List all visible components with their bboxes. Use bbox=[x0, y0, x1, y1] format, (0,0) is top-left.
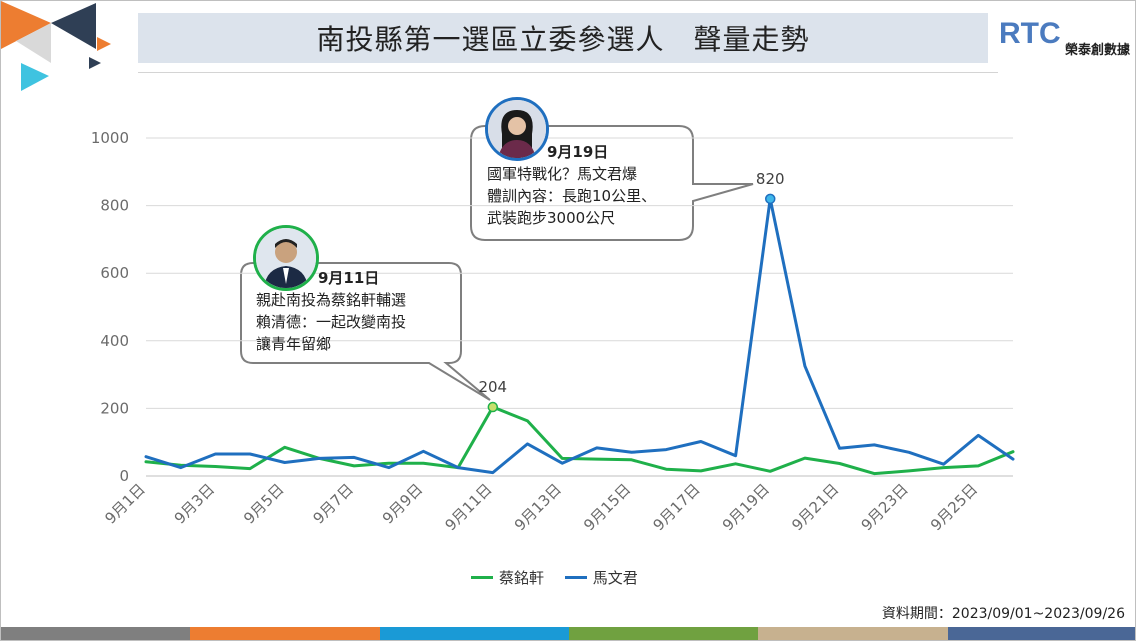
chart-legend: 蔡銘軒 馬文君 bbox=[471, 565, 654, 588]
avatar-cai bbox=[253, 225, 319, 291]
series-line bbox=[144, 405, 1015, 476]
x-tick-label: 9月25日 bbox=[927, 480, 981, 534]
avatar-ma bbox=[485, 97, 549, 161]
callout-0919-text: 9月19日 國軍特戰化？馬文君爆 體訓內容：長跑10公里、 武裝跑步3000公尺 bbox=[487, 141, 697, 229]
callout-0911-date: 9月11日 bbox=[318, 269, 380, 287]
data-label: 204 bbox=[478, 378, 507, 396]
x-tick-label: 9月15日 bbox=[580, 480, 634, 534]
legend-label: 蔡銘軒 bbox=[499, 569, 545, 587]
x-tick-label: 9月1日 bbox=[101, 480, 148, 527]
x-tick-label: 9月21日 bbox=[788, 480, 842, 534]
x-tick-label: 9月9日 bbox=[379, 480, 426, 527]
logo-name: 榮泰創數據 bbox=[1065, 43, 1131, 58]
series-line bbox=[144, 197, 1015, 475]
legend-swatch-blue bbox=[564, 576, 587, 579]
y-tick-label: 200 bbox=[100, 399, 129, 417]
logo-mark: RTC bbox=[999, 17, 1061, 50]
x-tick-label: 9月17日 bbox=[650, 480, 704, 534]
y-tick-label: 800 bbox=[100, 197, 129, 215]
y-tick-label: 1000 bbox=[91, 129, 129, 147]
legend-swatch-green bbox=[471, 576, 493, 579]
legend-label: 馬文君 bbox=[592, 569, 638, 587]
title-banner: 南投縣第一選區立委參選人 聲量走勢 bbox=[138, 13, 988, 63]
callout-0911-line: 賴清德：一起改變南投 bbox=[256, 313, 407, 331]
x-tick-label: 9月23日 bbox=[858, 480, 912, 534]
rtc-logo: RTC 榮泰創數據 bbox=[999, 15, 1131, 61]
cyan-triangle bbox=[21, 63, 49, 91]
footer-segment bbox=[190, 627, 380, 640]
callout-0919-line: 國軍特戰化？馬文君爆 bbox=[487, 165, 638, 183]
highlight-point bbox=[487, 401, 499, 413]
callout-0919-bubble bbox=[470, 125, 754, 241]
footer-segment bbox=[1, 627, 191, 640]
legend-item-cai: 蔡銘軒 bbox=[471, 567, 544, 588]
callout-0911-text: 9月11日 親赴南投為蔡銘軒輔選 賴清德：一起改變南投 讓青年留鄉 bbox=[256, 267, 456, 355]
callout-0919-line: 武裝跑步3000公尺 bbox=[487, 209, 616, 227]
data-period: 資料期間：2023/09/01~2023/09/26 bbox=[881, 606, 1125, 622]
small-dark-triangle bbox=[89, 57, 101, 69]
y-tick-label: 0 bbox=[119, 467, 129, 485]
x-tick-label: 9月13日 bbox=[511, 480, 565, 534]
highlight-point bbox=[764, 193, 776, 205]
callout-0911-line: 讓青年留鄉 bbox=[256, 335, 332, 353]
small-orange-triangle bbox=[97, 37, 111, 51]
footer-segment bbox=[568, 627, 759, 640]
orange-triangle bbox=[1, 1, 51, 49]
legend-item-ma: 馬文君 bbox=[564, 567, 638, 588]
footer-color-bar bbox=[1, 627, 1135, 640]
callout-0911-bubble bbox=[240, 262, 491, 401]
x-tick-label: 9月5日 bbox=[240, 480, 287, 527]
callout-0919-line: 體訓內容：長跑10公里、 bbox=[487, 187, 657, 205]
footer-segment bbox=[379, 627, 569, 640]
person-icon bbox=[488, 100, 546, 158]
footer-segment bbox=[947, 627, 1135, 640]
x-tick-label: 9月7日 bbox=[309, 480, 356, 527]
data-label: 820 bbox=[756, 170, 785, 188]
dark-triangle bbox=[51, 3, 96, 49]
y-tick-label: 600 bbox=[100, 264, 129, 282]
page-title: 南投縣第一選區立委參選人 聲量走勢 bbox=[316, 23, 810, 56]
x-tick-label: 9月11日 bbox=[441, 480, 495, 534]
callout-0919-date: 9月19日 bbox=[547, 143, 609, 161]
callout-0911-line: 親赴南投為蔡銘軒輔選 bbox=[256, 291, 407, 309]
title-divider bbox=[138, 72, 998, 73]
x-tick-label: 9月19日 bbox=[719, 480, 773, 534]
person-icon bbox=[256, 228, 316, 288]
decorative-triangles bbox=[1, 1, 111, 91]
footer-segment bbox=[758, 627, 948, 640]
y-tick-label: 400 bbox=[100, 332, 129, 350]
x-tick-label: 9月3日 bbox=[171, 480, 218, 527]
line-chart: 0 200 400 600 800 1000 9月1日 9月3日 9月5日 9月7日 9月9日 9月1… bbox=[91, 125, 1015, 534]
grey-triangle bbox=[16, 23, 51, 63]
